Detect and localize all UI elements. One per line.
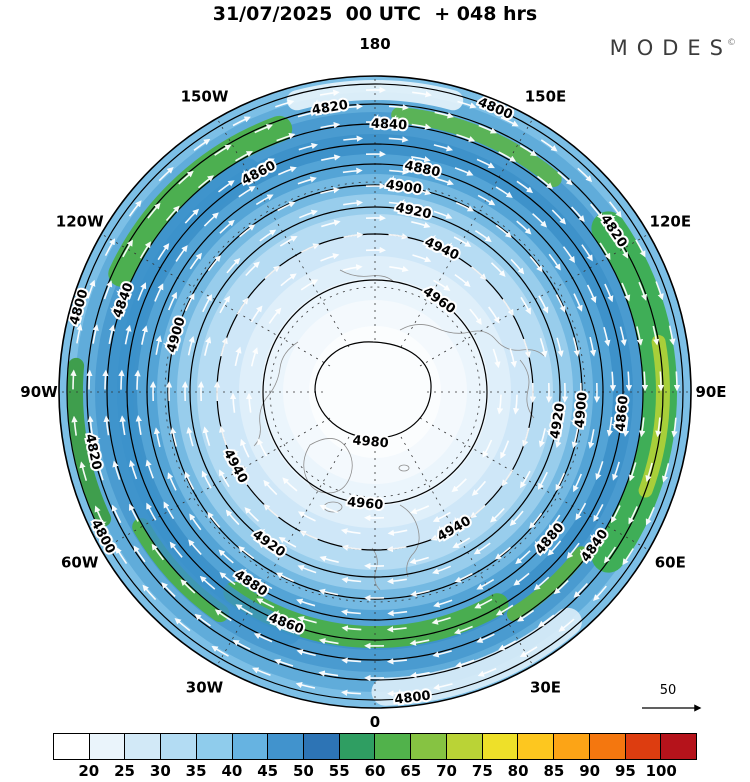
colorbar-tick-label: 95 — [615, 762, 636, 780]
colorbar-tick-label: 90 — [579, 762, 601, 780]
modes-logo-text: MODES — [609, 36, 732, 60]
colorbar-tick-label: 70 — [436, 762, 457, 780]
colorbar-tick-label: 60 — [364, 762, 386, 780]
longitude-label: 30E — [530, 678, 561, 696]
colorbar — [53, 733, 697, 760]
colorbar-tick-label: 35 — [185, 762, 207, 780]
colorbar-ticks: 20 25 30 35 40 45 50 55 60 65 70 75 80 85 90 95 100 — [53, 762, 697, 782]
longitude-label: 120W — [56, 213, 104, 231]
colorbar-cell — [161, 734, 197, 759]
colorbar-cell — [125, 734, 162, 759]
longitude-label: 90W — [20, 383, 58, 401]
longitude-label: 150W — [181, 88, 229, 106]
contour-label: 4860 — [614, 395, 632, 432]
colorbar-tick-label: 55 — [328, 762, 350, 780]
colorbar-cell — [54, 734, 90, 759]
colorbar-cell — [661, 734, 696, 759]
modes-logo: MODES© — [610, 36, 736, 60]
longitude-label: 0 — [370, 713, 380, 731]
colorbar-cell — [196, 734, 233, 759]
modes-logo-mark: © — [727, 38, 736, 48]
colorbar-tick-label: 25 — [114, 762, 135, 780]
contour-label: 4980 — [352, 433, 389, 451]
colorbar-cell — [625, 734, 662, 759]
colorbar-tick-label: 65 — [400, 762, 422, 780]
innermost-contour — [314, 341, 432, 439]
colorbar-tick-label: 45 — [257, 762, 279, 780]
map-boundary — [58, 75, 692, 709]
colorbar-tick-label: 85 — [543, 762, 565, 780]
longitude-label: 150E — [525, 88, 567, 106]
colorbar-cell — [554, 734, 590, 759]
contour-label: 4960 — [346, 495, 383, 513]
colorbar-cell — [375, 734, 412, 759]
colorbar-tick-label: 75 — [471, 762, 493, 780]
colorbar-cell — [589, 734, 626, 759]
chart-title: 31/07/2025 00 UTC + 048 hrs — [212, 3, 538, 25]
wind-speed-shading-layer — [59, 76, 691, 708]
contour-label: 4840 — [371, 116, 408, 133]
longitude-label: 90E — [695, 383, 726, 401]
colorbar-cell — [232, 734, 269, 759]
colorbar-cell — [89, 734, 126, 759]
colorbar-tick-label: 30 — [149, 762, 171, 780]
longitude-label: 60W — [61, 554, 99, 572]
contour-label: 4900 — [573, 391, 591, 428]
colorbar-cell — [339, 734, 376, 759]
colorbar-tick-label: 20 — [78, 762, 100, 780]
colorbar-tick-label: 80 — [507, 762, 529, 780]
colorbar-cell — [268, 734, 305, 759]
colorbar-cell — [482, 734, 519, 759]
colorbar-cell — [446, 734, 483, 759]
colorbar-tick-label: 50 — [293, 762, 314, 780]
colorbar-cell — [411, 734, 447, 759]
contour-label: 4800 — [394, 689, 432, 708]
wind-arrows-layer — [70, 86, 681, 697]
wind-scale-legend: 50 — [642, 683, 702, 712]
contour-label: 4900 — [385, 178, 423, 198]
longitude-label: 180 — [359, 35, 390, 53]
colorbar-tick-label: 40 — [221, 762, 243, 780]
colorbar-cell — [518, 734, 555, 759]
colorbar-cell — [304, 734, 340, 759]
longitude-label: 30W — [186, 678, 224, 696]
longitude-label: 60E — [655, 554, 686, 572]
longitude-labels-layer: 180 150E 120E 90E 60E 30E 0 30W 60W 90W 120W 150W — [20, 35, 726, 731]
longitude-label: 120E — [650, 213, 692, 231]
wind-scale-value: 50 — [660, 683, 677, 698]
contour-lines-layer — [66, 83, 684, 701]
colorbar-tick-label: 100 — [645, 762, 677, 780]
